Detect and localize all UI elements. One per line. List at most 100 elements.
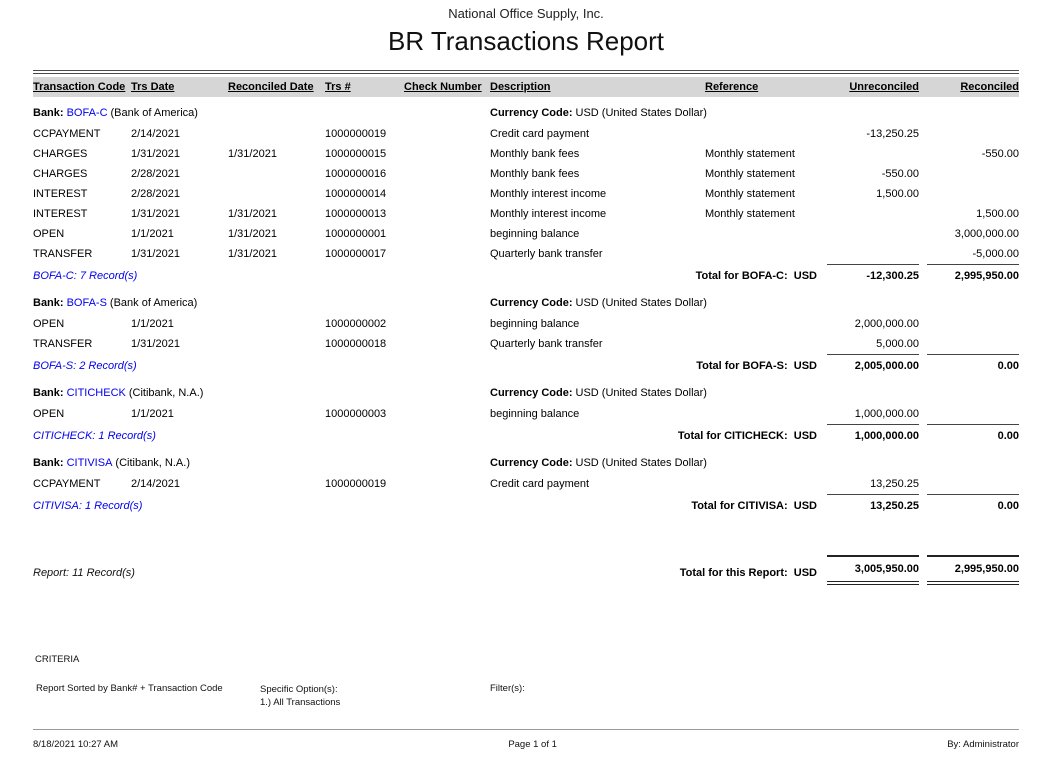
page-title: BR Transactions Report bbox=[387, 26, 664, 56]
bank-code-link[interactable]: BOFA-C bbox=[66, 107, 108, 119]
check-number-cell bbox=[404, 164, 490, 184]
description-cell: Monthly interest income bbox=[490, 208, 607, 220]
trs-number-cell: 1000000002 bbox=[325, 318, 387, 330]
bank-header-left: Bank: CITICHECK (Citibank, N.A.) bbox=[33, 384, 490, 402]
bank-group: Bank: CITIVISA (Citibank, N.A.) Currency C… bbox=[33, 454, 1019, 517]
bank-header-left: Bank: CITIVISA (Citibank, N.A.) bbox=[33, 454, 490, 472]
bank-name: (Citibank, N.A.) bbox=[128, 387, 204, 399]
unreconciled-amount-cell bbox=[827, 144, 919, 164]
currency-header: Currency Code: USD (United States Dollar) bbox=[490, 384, 1019, 402]
check-number-cell bbox=[404, 244, 490, 264]
column-header-reconciled[interactable]: Reconciled bbox=[960, 81, 1019, 93]
column-header-description[interactable]: Description bbox=[490, 81, 551, 93]
bank-code-link[interactable]: CITIVISA bbox=[66, 457, 113, 469]
reconciled-date-cell bbox=[228, 474, 325, 494]
unreconciled-amount-cell bbox=[827, 244, 919, 264]
group-record-count: BOFA-S: 2 Record(s) bbox=[33, 360, 137, 372]
bank-group-rows: OPEN 1/1/2021 1000000003 beginning balan… bbox=[33, 404, 1019, 424]
bank-label: Bank: bbox=[33, 387, 64, 399]
trs-date-cell: 2/14/2021 bbox=[131, 478, 180, 490]
group-total-unreconciled: -12,300.25 bbox=[827, 264, 919, 287]
trs-date-cell: 1/31/2021 bbox=[131, 148, 180, 160]
trs-date-cell: 1/31/2021 bbox=[131, 248, 180, 260]
trs-number-cell: 1000000019 bbox=[325, 478, 387, 490]
transaction-code-cell: TRANSFER bbox=[33, 338, 93, 350]
bank-header-left: Bank: BOFA-C (Bank of America) bbox=[33, 104, 490, 122]
group-total-unreconciled: 2,005,000.00 bbox=[827, 354, 919, 377]
transaction-code-cell: CCPAYMENT bbox=[33, 128, 101, 140]
check-number-cell bbox=[404, 204, 490, 224]
group-total-label: Total for BOFA-C: USD bbox=[695, 270, 817, 282]
report-total-reconciled: 2,995,950.00 bbox=[927, 555, 1019, 585]
group-total-unreconciled: 13,250.25 bbox=[827, 494, 919, 517]
reconciled-amount-cell bbox=[927, 474, 1019, 494]
description-cell: beginning balance bbox=[490, 318, 580, 330]
trs-date-cell: 2/14/2021 bbox=[131, 128, 180, 140]
bank-group-rows: CCPAYMENT 2/14/2021 1000000019 Credit ca… bbox=[33, 124, 1019, 264]
reconciled-date-cell bbox=[228, 124, 325, 144]
description-cell: Quarterly bank transfer bbox=[490, 338, 603, 350]
column-header-reference[interactable]: Reference bbox=[705, 81, 759, 93]
trs-date-cell: 1/1/2021 bbox=[131, 318, 174, 330]
bank-name: (Citibank, N.A.) bbox=[115, 457, 190, 469]
transaction-code-cell: CHARGES bbox=[33, 148, 88, 160]
reference-cell bbox=[705, 224, 827, 244]
column-header-unreconciled[interactable]: Unreconciled bbox=[849, 81, 919, 93]
transaction-code-cell: OPEN bbox=[33, 408, 65, 420]
group-total-unreconciled: 1,000,000.00 bbox=[827, 424, 919, 447]
bank-group-rows: CCPAYMENT 2/14/2021 1000000019 Credit ca… bbox=[33, 474, 1019, 494]
reference-cell bbox=[705, 474, 827, 494]
criteria-sorted-by: Report Sorted by Bank# + Transaction Cod… bbox=[36, 683, 223, 694]
unreconciled-amount-cell: 1,000,000.00 bbox=[854, 408, 919, 420]
unreconciled-amount-cell: 13,250.25 bbox=[870, 478, 919, 490]
currency-code-value: USD (United States Dollar) bbox=[575, 387, 707, 399]
column-header-trs-date[interactable]: Trs Date bbox=[131, 81, 175, 93]
currency-code-label: Currency Code: bbox=[490, 297, 573, 309]
reconciled-amount-cell: -5,000.00 bbox=[972, 248, 1019, 260]
group-total-reconciled: 0.00 bbox=[927, 354, 1019, 377]
group-total-row: CITICHECK: 1 Record(s) Total for CITICHE… bbox=[33, 424, 1019, 447]
bank-label: Bank: bbox=[33, 297, 64, 309]
trs-date-cell: 1/31/2021 bbox=[131, 208, 180, 220]
bank-code-link[interactable]: CITICHECK bbox=[66, 387, 126, 399]
group-total-label: Total for BOFA-S: USD bbox=[696, 360, 817, 372]
specific-options-label: Specific Option(s): bbox=[260, 684, 338, 695]
transaction-code-cell: OPEN bbox=[33, 318, 65, 330]
criteria-filters-label: Filter(s): bbox=[490, 683, 525, 694]
bank-header-left: Bank: BOFA-S (Bank of America) bbox=[33, 294, 490, 312]
reconciled-amount-cell bbox=[927, 404, 1019, 424]
reconciled-amount-cell: -550.00 bbox=[981, 148, 1019, 160]
transaction-code-cell: TRANSFER bbox=[33, 248, 93, 260]
criteria-specific-options: Specific Option(s): 1.) All Transactions bbox=[260, 683, 490, 709]
unreconciled-amount-cell: -13,250.25 bbox=[866, 128, 919, 140]
report-total-row: Report: 11 Record(s) Total for this Repo… bbox=[33, 555, 1019, 585]
column-header-reconciled-date[interactable]: Reconciled Date bbox=[228, 81, 314, 93]
trs-number-cell: 1000000015 bbox=[325, 148, 387, 160]
group-total-reconciled: 0.00 bbox=[927, 494, 1019, 517]
reconciled-amount-cell bbox=[927, 164, 1019, 184]
reference-cell: Monthly statement bbox=[705, 168, 795, 180]
description-cell: Monthly interest income bbox=[490, 188, 607, 200]
column-header-transaction-code[interactable]: Transaction Code bbox=[33, 81, 126, 93]
check-number-cell bbox=[404, 124, 490, 144]
bank-group-rows: OPEN 1/1/2021 1000000002 beginning balan… bbox=[33, 314, 1019, 354]
transaction-row: CHARGES 2/28/2021 1000000016 Monthly ban… bbox=[33, 164, 1019, 184]
currency-code-value: USD (United States Dollar) bbox=[575, 457, 707, 469]
reconciled-amount-cell bbox=[927, 184, 1019, 204]
trs-number-cell: 1000000019 bbox=[325, 128, 387, 140]
unreconciled-amount-cell bbox=[827, 204, 919, 224]
description-cell: Monthly bank fees bbox=[490, 148, 580, 160]
bank-name: (Bank of America) bbox=[109, 297, 198, 309]
bank-label: Bank: bbox=[33, 107, 64, 119]
column-header-check-number[interactable]: Check Number bbox=[404, 81, 482, 93]
reconciled-date-cell bbox=[228, 314, 325, 334]
bank-code-link[interactable]: BOFA-S bbox=[66, 297, 107, 309]
bank-group: Bank: BOFA-S (Bank of America) Currency Co… bbox=[33, 294, 1019, 377]
check-number-cell bbox=[404, 404, 490, 424]
transaction-code-cell: OPEN bbox=[33, 228, 65, 240]
column-header-trs-number[interactable]: Trs # bbox=[325, 81, 351, 93]
check-number-cell bbox=[404, 314, 490, 334]
company-name: National Office Supply, Inc. bbox=[448, 6, 604, 21]
trs-number-cell: 1000000017 bbox=[325, 248, 387, 260]
